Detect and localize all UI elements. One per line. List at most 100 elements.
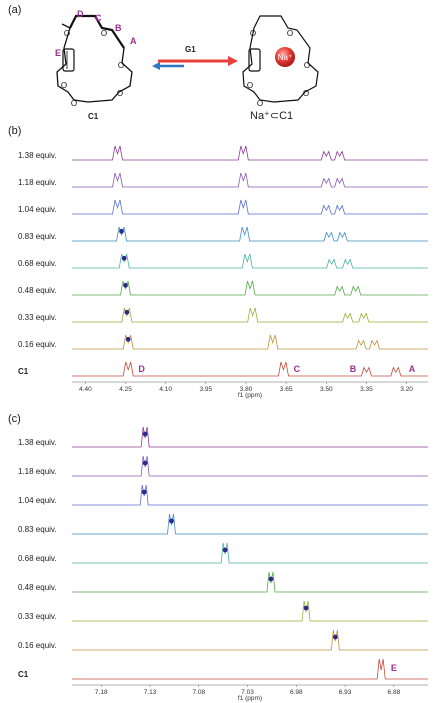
spectrum-trace — [72, 334, 428, 350]
x-tick-label: 4.10 — [159, 386, 172, 393]
spectrum-trace — [72, 361, 428, 377]
spectrum-trace — [72, 145, 428, 161]
panel-c-spectra: 1.38 equiv. 1.18 equiv. 1.04 equiv. 0.83 eq… — [18, 426, 428, 702]
panel-b-spectra: 1.38 equiv. 1.18 equiv. 1.04 equiv. 0.83 eq… — [18, 145, 428, 399]
x-tick-label: 3.35 — [360, 386, 373, 393]
svg-text:O: O — [61, 81, 67, 90]
panel-b-label: (b) — [8, 125, 21, 137]
spectrum-trace — [72, 484, 428, 506]
peak-label-e: E — [391, 663, 397, 673]
label-b: B — [115, 23, 122, 33]
x-tick-label: 7.13 — [144, 689, 157, 696]
svg-text:O: O — [117, 89, 123, 98]
spectrum-trace — [72, 172, 428, 188]
shift-marker — [125, 336, 131, 342]
label-c: C — [95, 13, 102, 23]
x-tick-label: 6.88 — [388, 689, 401, 696]
spectrum-trace — [72, 426, 428, 448]
label-a: A — [130, 36, 137, 46]
series-label: 0.16 equiv. — [18, 641, 57, 650]
svg-text:O: O — [250, 29, 256, 38]
crown-ether-complex: O O O O O O — [242, 15, 319, 108]
shift-marker — [169, 518, 174, 524]
structure-complex-label: Na⁺⊂C1 — [250, 110, 293, 122]
series-label: 0.68 equiv. — [18, 554, 57, 563]
spectrum-trace — [72, 542, 428, 564]
label-e: E — [55, 48, 61, 58]
series-label: C1 — [18, 367, 29, 376]
shift-marker — [303, 605, 309, 611]
shift-marker — [121, 255, 127, 261]
peak-label-b: B — [350, 364, 357, 374]
x-tick-label: 4.25 — [119, 386, 132, 393]
series-label: 0.33 equiv. — [18, 313, 57, 322]
shift-marker — [124, 309, 130, 315]
spectrum-trace — [72, 629, 428, 651]
svg-text:O: O — [247, 81, 253, 90]
x-tick-label: 3.95 — [200, 386, 213, 393]
shift-marker — [123, 282, 128, 288]
x-tick-label: 7.08 — [192, 689, 205, 696]
panel-c-label: (c) — [8, 413, 21, 425]
x-tick-label: 6.98 — [290, 689, 303, 696]
spectrum-trace — [72, 253, 428, 269]
spectrum-trace — [72, 199, 428, 215]
series-label: 1.04 equiv. — [18, 496, 57, 505]
x-tick-label: 7.03 — [241, 689, 254, 696]
spectrum-trace — [72, 513, 428, 535]
x-tick-label: 4.40 — [79, 386, 92, 393]
svg-text:O: O — [257, 99, 263, 108]
series-label: 1.38 equiv. — [18, 151, 57, 160]
svg-text:O: O — [71, 99, 77, 108]
crown-ether-c1: O O O O O O — [56, 14, 133, 108]
shift-marker — [222, 547, 228, 553]
panel-a-label: (a) — [8, 4, 21, 16]
shift-marker — [141, 489, 147, 495]
series-label: 1.18 equiv. — [18, 467, 57, 476]
svg-text:O: O — [101, 29, 107, 38]
x-tick-label: 3.20 — [400, 386, 413, 393]
shift-marker — [119, 228, 124, 234]
series-label: 1.18 equiv. — [18, 178, 57, 187]
shift-marker — [268, 576, 274, 582]
series-label: 0.83 equiv. — [18, 232, 57, 241]
series-label: 0.68 equiv. — [18, 259, 57, 268]
series-label: 1.38 equiv. — [18, 438, 57, 447]
svg-text:O: O — [64, 29, 70, 38]
x-tick-label: 7.18 — [95, 689, 108, 696]
x-axis-label: f1 (ppm) — [238, 695, 262, 702]
series-label: 0.16 equiv. — [18, 340, 57, 349]
x-tick-label: 3.80 — [240, 386, 253, 393]
spectrum-trace — [72, 571, 428, 593]
series-label: 0.33 equiv. — [18, 612, 57, 621]
series-label: 0.48 equiv. — [18, 583, 57, 592]
svg-text:O: O — [304, 61, 310, 70]
series-label: C1 — [18, 670, 29, 679]
spectrum-trace — [72, 658, 428, 680]
peak-label-d: D — [138, 364, 145, 374]
spectrum-trace — [72, 455, 428, 477]
ion-label: Na⁺ — [278, 53, 292, 62]
svg-text:O: O — [287, 29, 293, 38]
series-label: 0.83 equiv. — [18, 525, 57, 534]
peak-label-c: C — [294, 364, 301, 374]
x-axis-label: f1 (ppm) — [238, 392, 262, 399]
shift-marker — [142, 431, 148, 437]
spectrum-trace — [72, 226, 428, 242]
svg-text:O: O — [303, 89, 309, 98]
series-label: 0.48 equiv. — [18, 286, 57, 295]
x-tick-label: 3.50 — [320, 386, 333, 393]
shift-marker — [332, 634, 338, 640]
series-label: 1.04 equiv. — [18, 205, 57, 214]
structure-c1-label: C1 — [88, 112, 99, 121]
spectrum-trace — [72, 307, 428, 323]
svg-text:O: O — [118, 61, 124, 70]
shift-marker — [142, 460, 148, 466]
spectrum-trace — [72, 600, 428, 622]
x-tick-label: 3.65 — [280, 386, 293, 393]
equilibrium-arrows — [152, 56, 238, 70]
peak-label-a: A — [409, 364, 416, 374]
label-d: D — [77, 9, 84, 19]
x-tick-label: 6.93 — [339, 689, 352, 696]
